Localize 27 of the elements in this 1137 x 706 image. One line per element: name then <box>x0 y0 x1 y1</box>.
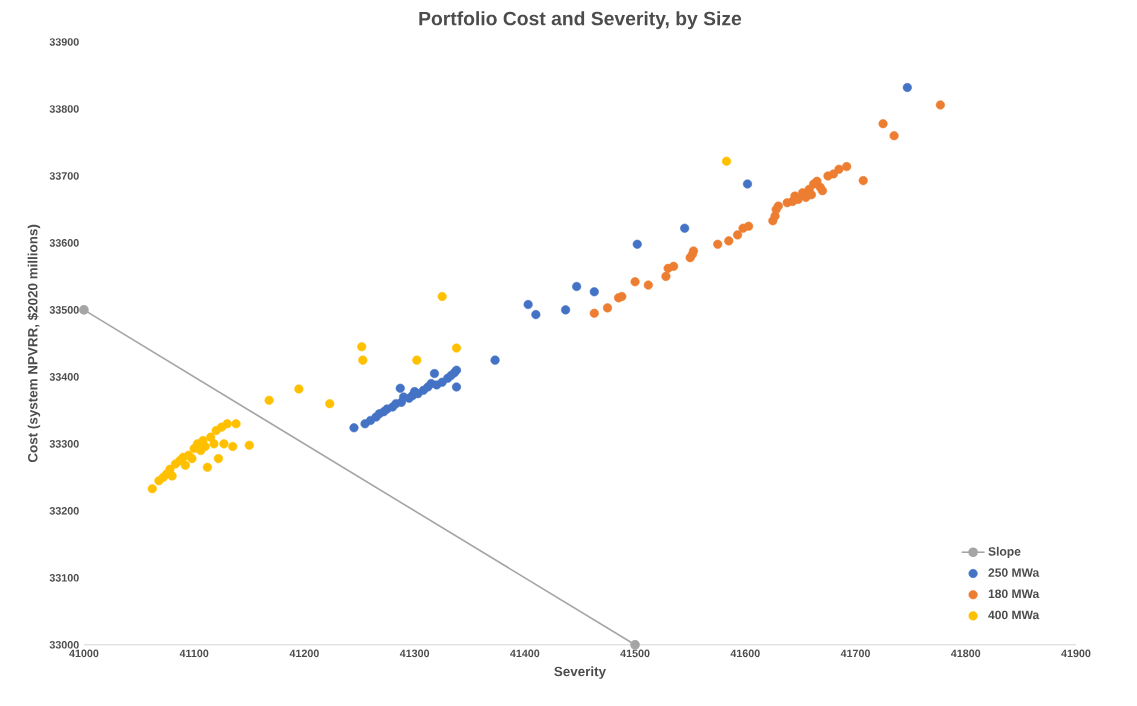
x-tick-label: 41600 <box>730 649 760 658</box>
chart-title: Portfolio Cost and Severity, by Size <box>419 11 742 30</box>
y-tick-label: 33900 <box>49 38 79 46</box>
legend-label: 400 MWa <box>988 610 1040 620</box>
y-tick-label: 33100 <box>49 574 79 582</box>
y-tick-label: 33000 <box>49 641 79 649</box>
legend-label: Slope <box>988 546 1021 559</box>
y-tick-label: 33200 <box>49 507 79 515</box>
y-tick-label: 33800 <box>49 105 79 113</box>
x-tick-label: 41200 <box>289 649 319 658</box>
x-tick-label: 41000 <box>69 649 99 658</box>
legend-label: 250 MWa <box>988 568 1040 577</box>
x-axis-title: Severity <box>554 666 606 679</box>
x-tick-label: 41300 <box>399 649 430 658</box>
x-tick-label: 41700 <box>840 649 870 658</box>
y-tick-label: 33600 <box>49 239 79 247</box>
legend-label: 180 MWa <box>988 589 1040 599</box>
x-tick-label: 41800 <box>950 649 981 658</box>
x-tick-label: 41500 <box>620 649 650 658</box>
y-tick-label: 33700 <box>49 172 79 180</box>
y-tick-label: 33300 <box>49 440 79 448</box>
x-tick-label: 41100 <box>179 649 209 658</box>
y-axis-title: Cost (system NPVRR, $2020 millions) <box>27 224 41 463</box>
y-tick-label: 33400 <box>49 373 79 381</box>
y-tick-label: 33500 <box>49 306 79 314</box>
x-tick-label: 41900 <box>1061 649 1091 658</box>
x-tick-label: 41400 <box>510 649 540 658</box>
